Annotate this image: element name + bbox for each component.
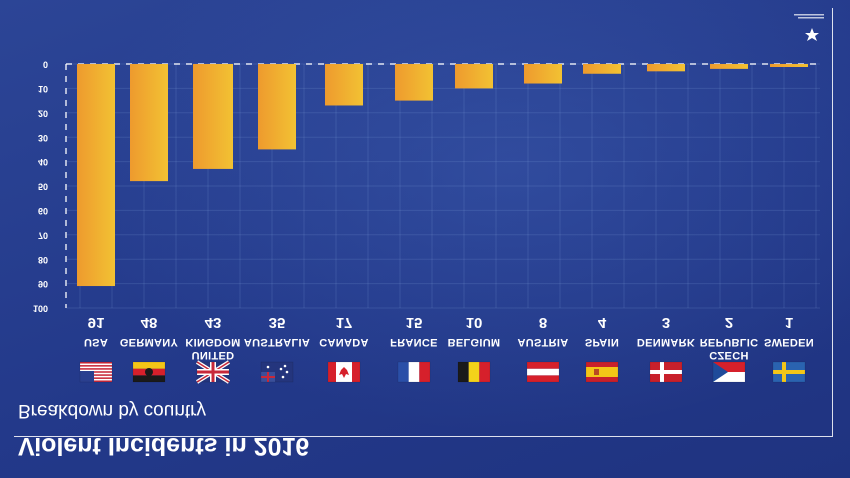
austria-flag [526, 361, 560, 383]
y-tick-label: 90 [38, 279, 48, 289]
bar [258, 64, 296, 150]
czech-flag [712, 361, 746, 383]
y-tick-label: 60 [38, 206, 48, 216]
sweden-flag [772, 361, 806, 383]
value-label: 17 [336, 314, 353, 331]
value-label: 4 [598, 314, 607, 331]
canada-flag [327, 361, 361, 383]
y-tick-label: 50 [38, 182, 48, 192]
y-tick-label: 100 [33, 304, 48, 314]
category-label: GERMANY [120, 336, 179, 348]
y-axis: 0 10 20 30 40 50 60 70 80 90 100 [33, 60, 820, 314]
crescent-star-icon [784, 14, 824, 54]
value-label: 48 [141, 314, 158, 331]
value-label: 91 [88, 314, 105, 331]
value-label: 3 [662, 314, 670, 331]
bar [325, 64, 363, 106]
slide-frame [14, 8, 833, 437]
value-label: 1 [785, 314, 793, 331]
germany-flag [132, 361, 166, 383]
gridlines [66, 63, 820, 309]
flags [79, 360, 806, 384]
bar [770, 64, 808, 67]
bar [524, 64, 562, 84]
category-label: AUSTRIA [518, 336, 569, 348]
category-label: KINGDOM [185, 336, 240, 348]
category-label: SWEDEN [764, 336, 814, 348]
bar [710, 64, 748, 69]
y-tick-label: 30 [38, 133, 48, 143]
y-tick-label: 70 [38, 230, 48, 240]
category-label: UNITED [192, 349, 235, 361]
denmark-flag [649, 361, 683, 383]
bar [130, 64, 168, 182]
category-label: DENMARK [637, 336, 695, 348]
bar [395, 64, 433, 101]
us-flag [79, 361, 113, 383]
category-label: CANADA [319, 336, 368, 348]
value-label: 10 [466, 314, 483, 331]
y-tick-label: 10 [38, 84, 48, 94]
belgium-flag [457, 361, 491, 383]
category-label: BELGIUM [448, 336, 501, 348]
france-flag [397, 361, 431, 383]
category-label: FRANCE [390, 336, 438, 348]
bar [583, 64, 621, 74]
australia-flag [260, 361, 294, 383]
category-label: AUSTRALIA [244, 336, 310, 348]
bar [77, 64, 115, 287]
value-label: 35 [269, 314, 286, 331]
uk-flag [195, 360, 231, 384]
category-label: REPUBLIC [700, 336, 759, 348]
bar [455, 64, 493, 89]
y-tick-label: 0 [43, 60, 48, 70]
y-tick-label: 40 [38, 157, 48, 167]
value-label: 43 [205, 314, 222, 331]
value-label: 2 [725, 314, 733, 331]
category-label: CZECH [709, 349, 748, 361]
category-label: USA [84, 336, 108, 348]
chart-subtitle: Breakdown by country [18, 400, 206, 421]
y-tick-label: 20 [38, 108, 48, 118]
bar [193, 64, 233, 169]
chart-title: Violent Incidents in 2016 [18, 432, 310, 460]
value-label: 15 [406, 314, 423, 331]
labels: 91USA48GERMANY43KINGDOMUNITED35AUSTRALIA… [84, 314, 814, 361]
category-label: SPAIN [585, 336, 619, 348]
value-label: 8 [539, 314, 547, 331]
bar [647, 64, 685, 72]
y-tick-label: 80 [38, 255, 48, 265]
bars [77, 64, 808, 287]
spain-flag [585, 361, 619, 383]
